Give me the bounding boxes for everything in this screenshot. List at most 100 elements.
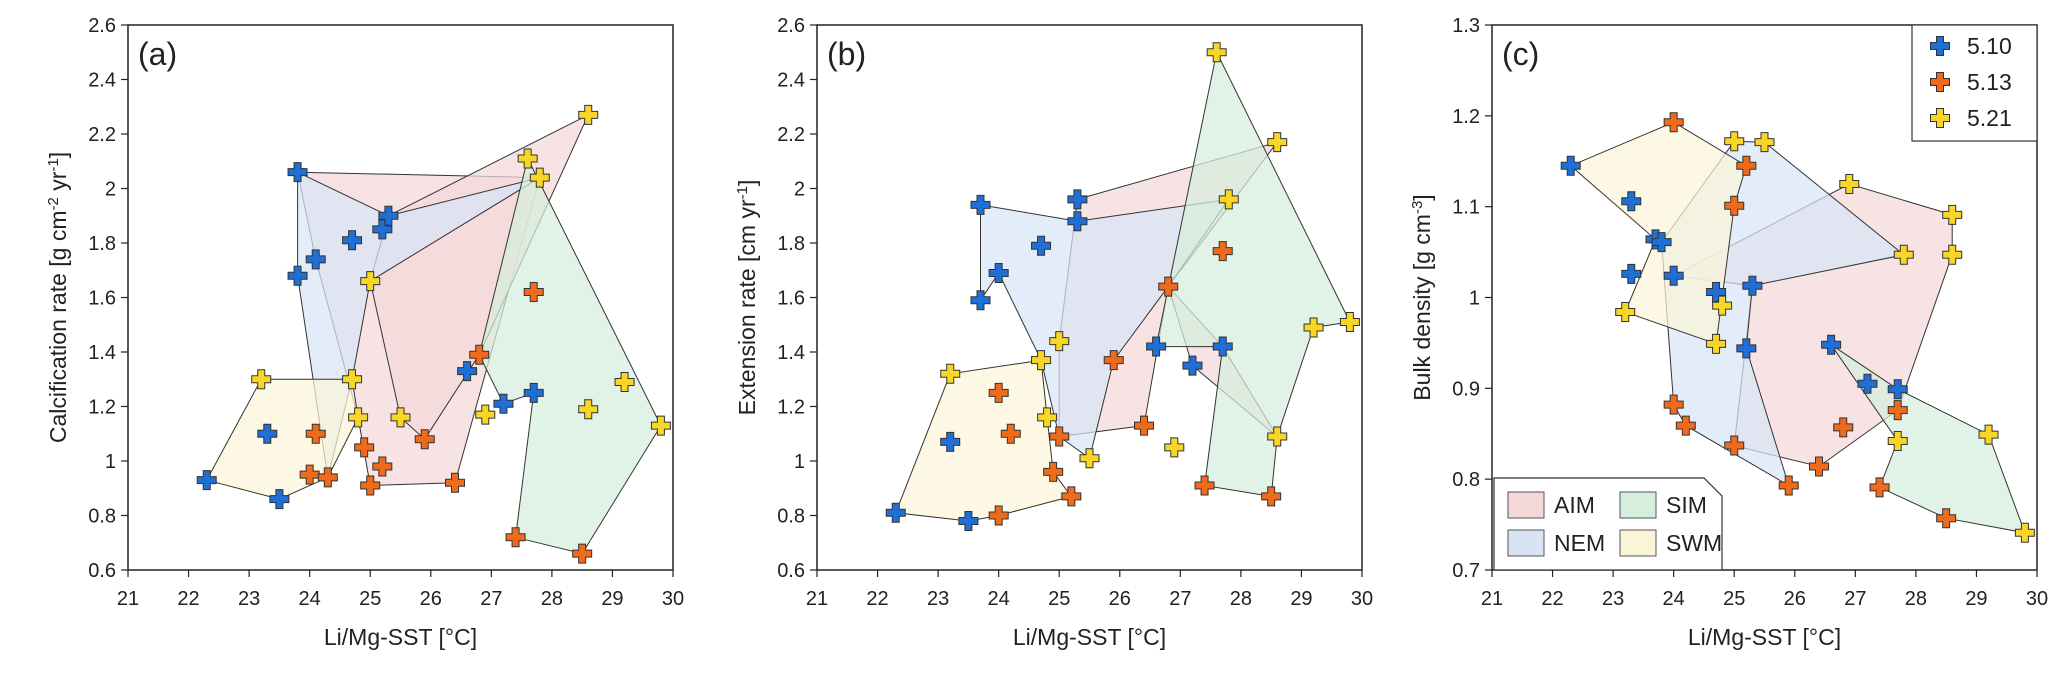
marker-5-21 [1712,295,1733,316]
marker-5-13 [1000,423,1021,444]
marker-5-10 [1887,379,1908,400]
legend-marker-5-10 [1930,36,1950,56]
legend-marker-label: 5.10 [1967,33,2012,59]
legend-region-label: SIM [1666,492,1707,518]
marker-5-10 [1857,373,1878,394]
x-tick-label: 27 [1169,588,1191,610]
marker-5-10 [940,431,961,452]
y-tick-label: 0.9 [1452,378,1480,400]
y-tick-label: 1.3 [1452,15,1480,37]
marker-5-21 [1339,312,1360,333]
marker-5-10 [372,219,393,240]
marker-5-10 [457,361,478,382]
marker-5-10 [493,393,514,414]
marker-5-10 [1651,232,1672,253]
marker-5-13 [523,282,544,303]
marker-5-21 [1615,302,1636,323]
marker-5-10 [1742,275,1763,296]
y-tick-label: 1.4 [88,342,116,364]
marker-5-21 [1206,42,1227,63]
marker-5-13 [505,527,526,548]
y-tick-label: 1 [1469,288,1480,310]
marker-5-13 [1663,394,1684,415]
marker-5-21 [1079,448,1100,469]
marker-5-21 [1942,244,1963,265]
marker-5-13 [1158,276,1179,297]
x-tick-label: 24 [988,588,1010,610]
y-tick-label: 2 [794,179,805,201]
marker-5-21 [1887,431,1908,452]
marker-5-13 [1833,417,1854,438]
y-tick-label: 1.1 [1452,197,1480,219]
marker-5-21 [1218,189,1239,210]
marker-5-10 [988,262,1009,283]
x-tick-label: 26 [1784,588,1806,610]
marker-5-13 [305,423,326,444]
chart-panel-b: 21 22 23 24 25 26 27 28 29 30 0.6 0.8 1 1.2 1.4 1.6 1.8 2… [734,15,1374,650]
marker-5-21 [614,371,635,392]
y-tick-label: 0.6 [777,560,805,582]
x-tick-label: 25 [359,588,381,610]
y-tick-label: 0.8 [777,506,805,528]
marker-5-21 [348,407,369,428]
marker-5-10 [1031,235,1052,256]
y-axis-title: Bulk density [g cm-3] [1409,194,1436,400]
marker-5-21 [517,148,538,169]
marker-5-13 [1869,477,1890,498]
marker-5-21 [529,167,550,188]
x-axis-title: Li/Mg-SST [°C] [324,624,477,650]
x-tick-label: 28 [1905,588,1927,610]
x-tick-label: 30 [2026,588,2048,610]
marker-5-13 [1103,350,1124,371]
marker-5-21 [1164,437,1185,458]
marker-5-13 [1049,426,1070,447]
region-swm [894,359,1073,522]
legend-swatch-nem [1507,529,1545,557]
marker-5-13 [1936,508,1957,529]
marker-5-21 [1037,407,1058,428]
marker-5-10 [970,194,991,215]
x-tick-label: 26 [420,588,442,610]
y-tick-label: 1.6 [777,288,805,310]
legend-region-label: NEM [1554,530,1605,556]
x-tick-label: 25 [1723,588,1745,610]
y-tick-label: 2.6 [777,15,805,37]
marker-5-21 [1031,350,1052,371]
marker-5-10 [958,510,979,531]
legend-regions-box [1493,477,1723,571]
marker-5-21 [2014,522,2035,543]
marker-5-21 [1706,333,1727,354]
marker-5-10 [523,382,544,403]
x-tick-label: 30 [662,588,684,610]
y-tick-label: 2 [105,179,116,201]
legend-swatch-swm [1619,529,1657,557]
marker-5-10 [1621,263,1642,284]
marker-5-10 [1146,336,1167,357]
y-axis-title: Calcification rate [g cm-2 yr-1] [45,152,72,443]
legend-regions: AIM SIM NEM SWM [1493,477,1723,571]
marker-5-10 [1067,211,1088,232]
marker-5-21 [475,404,496,425]
panel-label: (b) [827,36,866,72]
marker-5-13 [372,456,393,477]
marker-5-13 [988,382,1009,403]
chart-panel-a: 21 22 23 24 25 26 27 28 29 30 0.6 0.8 1 1.2 1.4 1.6 1.8 2… [45,15,685,650]
marker-5-13 [1043,461,1064,482]
marker-5-10 [1067,189,1088,210]
y-tick-label: 1 [794,451,805,473]
y-tick-label: 0.6 [88,560,116,582]
marker-5-10 [1212,336,1233,357]
y-tick-label: 1.4 [777,342,805,364]
marker-5-21 [650,415,671,436]
marker-5-13 [1261,486,1282,507]
marker-5-21 [1942,204,1963,225]
marker-5-10 [342,230,363,251]
y-tick-label: 1.2 [1452,106,1480,128]
marker-5-21 [578,399,599,420]
y-tick-label: 1.6 [88,288,116,310]
marker-5-13 [469,344,490,365]
panel-label: (c) [1502,36,1539,72]
marker-5-13 [354,437,375,458]
marker-5-13 [1663,112,1684,133]
legend-swatch-sim [1619,491,1657,519]
